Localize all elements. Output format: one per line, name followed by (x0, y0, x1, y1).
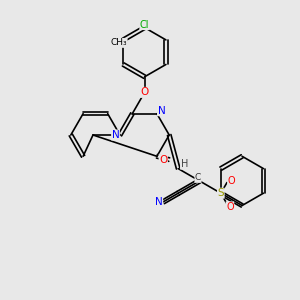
Text: N: N (112, 130, 119, 140)
Text: Cl: Cl (140, 20, 149, 30)
Text: N: N (158, 106, 165, 116)
Text: H: H (181, 159, 188, 169)
Text: O: O (228, 176, 235, 186)
Text: O: O (159, 154, 167, 165)
Text: CH₃: CH₃ (110, 38, 127, 47)
Text: O: O (140, 87, 149, 98)
Text: S: S (218, 188, 224, 198)
Text: N: N (155, 197, 163, 207)
Text: O: O (226, 202, 234, 212)
Text: C: C (195, 173, 201, 182)
